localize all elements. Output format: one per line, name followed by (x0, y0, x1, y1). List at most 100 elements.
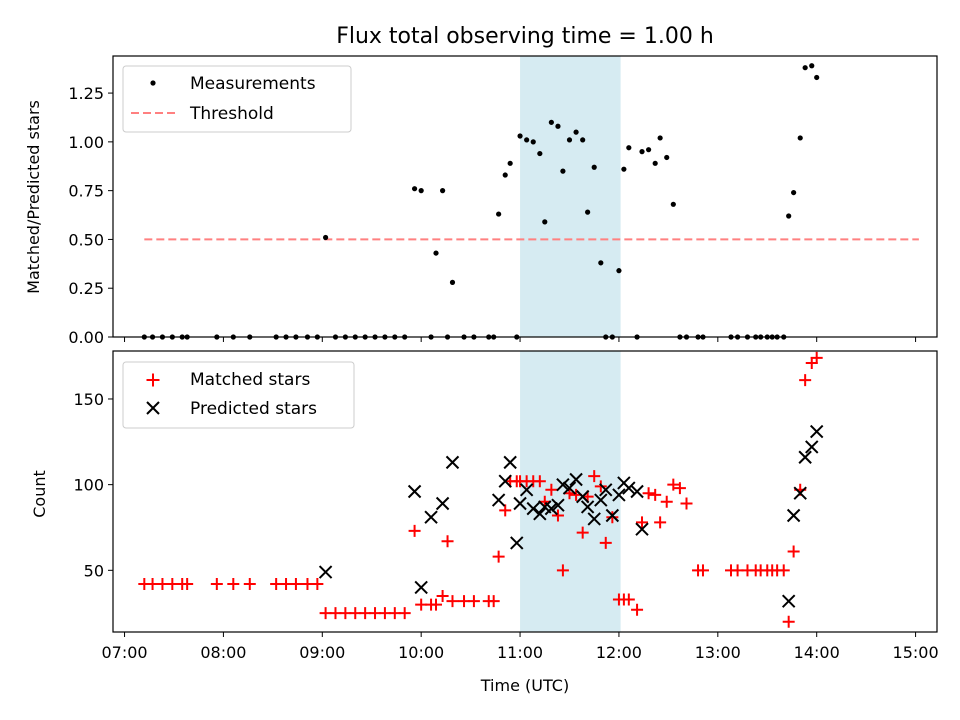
y-tick-label: 0.50 (68, 230, 104, 249)
measurement-point (814, 74, 820, 81)
measurement-point (418, 188, 424, 194)
bottom-plot-frame (112, 350, 938, 633)
measurement-point (585, 209, 591, 215)
measurement-point (566, 137, 573, 143)
measurement-point (537, 150, 543, 157)
measurement-point (502, 172, 508, 178)
predicted-star-point (587, 512, 601, 526)
predicted-star-point (622, 481, 636, 495)
predicted-star-point (491, 493, 506, 507)
bottom-x-axis: 07:00 08:00 09:00 10:00 11:00 12:00 13:00 14:00… (101, 632, 939, 662)
measurement-point (507, 160, 513, 166)
matched-star-point (777, 564, 790, 577)
predicted-star-point (798, 450, 812, 464)
matched-star-point (533, 475, 546, 488)
measurement-point (548, 119, 554, 125)
x-tick-label: 08:00 (200, 643, 246, 662)
legend-box (122, 65, 352, 133)
bottom-legend: Matched stars Predicted stars (122, 361, 355, 429)
bottom-y-axis: 50 100 150 (73, 390, 113, 580)
matched-star-point (227, 578, 240, 591)
predicted-star-point (805, 440, 819, 454)
matched-star-point (430, 598, 443, 611)
legend-label-threshold: Threshold (189, 104, 274, 124)
predicted-star-point (809, 424, 824, 439)
measurement-point (440, 188, 446, 194)
matched-star-point (499, 504, 512, 517)
matched-star-point (181, 578, 194, 591)
matched-star-point (810, 351, 823, 364)
measurement-point (496, 211, 502, 217)
matched-star-point (673, 482, 686, 495)
legend-label-predicted: Predicted stars (190, 399, 317, 419)
measurement-point (652, 160, 658, 166)
legend-marker-matched (146, 373, 160, 387)
predicted-star-point (544, 501, 559, 516)
measurement-point (322, 234, 329, 241)
matched-star-point (311, 578, 324, 591)
matched-star-point (492, 550, 505, 563)
measurement-point (530, 139, 536, 145)
matched-star-point (289, 578, 302, 591)
legend-label-measurements: Measurements (190, 74, 316, 94)
predicted-star-point (635, 522, 649, 536)
measurement-point (580, 137, 586, 143)
measurement-point (591, 164, 597, 170)
matched-star-point (594, 480, 607, 493)
top-legend: Measurements Threshold (122, 65, 352, 133)
predicted-star-point (407, 484, 422, 499)
x-tick-label: 07:00 (101, 643, 147, 662)
matched-star-point (487, 595, 500, 608)
matched-star-point (588, 470, 601, 483)
y-tick-label: 50 (84, 561, 104, 580)
matched-star-point (467, 595, 480, 608)
x-tick-label: 15:00 (893, 643, 939, 662)
matched-star-point (667, 478, 680, 491)
matched-star-point (636, 516, 649, 529)
matched-star-point (551, 509, 564, 522)
predicted-star-point (562, 481, 577, 495)
measurement-point (646, 147, 652, 153)
bottom-panel: 50 100 150 07:00 08:00 09:00 10:00 11:00 12:00 1… (30, 350, 939, 695)
x-tick-label: 10:00 (398, 643, 444, 662)
predicted-star-point (503, 455, 517, 470)
matched-star-point (446, 595, 459, 608)
measurement-point (616, 268, 622, 274)
matched-star-point (599, 536, 612, 549)
y-tick-label: 1.00 (68, 133, 104, 152)
predicted-star-point (513, 496, 527, 511)
measurement-point (639, 149, 645, 155)
matched-star-point (799, 374, 812, 387)
measurement-point (555, 123, 561, 129)
matched-star-point (680, 497, 693, 510)
predicted-star-point (435, 496, 450, 511)
predicted-star-point (556, 477, 570, 492)
top-y-axis-label: Matched/Predicted stars (24, 100, 43, 294)
matched-star-point (606, 511, 619, 524)
measurement-point (573, 129, 579, 135)
predicted-star-point (498, 474, 512, 488)
x-axis-label: Time (UTC) (480, 676, 569, 695)
legend-marker-predicted (146, 401, 160, 415)
matched-star-point (654, 516, 667, 529)
predicted-star-point (318, 565, 333, 579)
bottom-y-axis-label: Count (30, 470, 49, 518)
measurement-point (598, 260, 604, 266)
matched-star-point (782, 615, 795, 628)
x-tick-label: 11:00 (497, 643, 543, 662)
y-tick-label: 100 (73, 476, 104, 495)
predicted-star-point (533, 507, 547, 521)
predicted-star-point (605, 508, 620, 523)
matched-star-point (642, 487, 655, 500)
matched-star-point (576, 526, 589, 539)
matched-star-point (631, 603, 644, 616)
measurement-point (670, 201, 676, 207)
top-y-axis: 0.00 0.25 0.50 0.75 1.00 1.25 (68, 84, 113, 347)
matched-star-point (556, 564, 569, 577)
matched-star-point (243, 578, 256, 591)
x-tick-label: 13:00 (695, 643, 741, 662)
measurement-point (809, 63, 815, 69)
top-x-axis (124, 337, 917, 342)
measurement-point (797, 135, 803, 141)
matched-star-point (696, 564, 709, 577)
